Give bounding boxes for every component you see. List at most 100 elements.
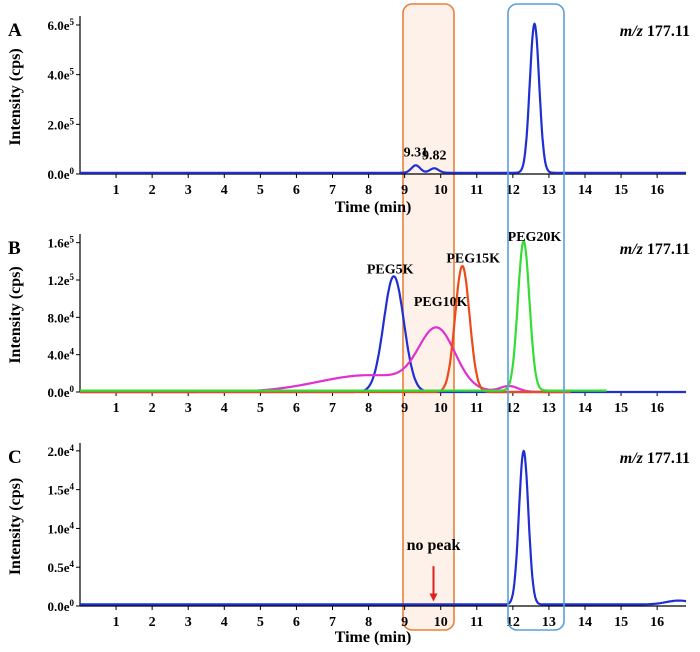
y-axis-label: Intensity (cps) [7,478,24,575]
annotation-label: no peak [407,537,461,554]
x-tick-label: 1 [113,183,120,198]
y-tick-label: 2.0e5 [47,116,74,132]
highlight-box-blue [507,3,565,631]
x-axis-label: Time (min) [335,629,412,646]
mz-label-italic: m/z [620,450,647,467]
x-tick-label: 6 [293,401,300,416]
y-tick-exponent: 4 [70,443,75,453]
x-tick-label: 3 [185,615,192,630]
y-tick-label: 2.0e4 [47,443,74,459]
x-tick-label: 5 [257,183,264,198]
series-line-peg15k [79,264,571,394]
x-tick-label: 9 [401,615,408,630]
x-tick-label: 9 [401,183,408,198]
y-tick-label: 0.0e0 [47,166,74,182]
y-tick-label: 1.6e5 [47,235,74,251]
y-tick-label: 8.0e4 [47,309,74,325]
mz-label-italic: m/z [620,241,647,258]
y-tick-label: 0.0e0 [47,384,74,400]
mz-label: m/z 177.11 [620,241,690,258]
y-tick-mantissa: 6.0e [47,18,69,33]
x-tick-label: 8 [365,615,372,630]
series-label: PEG15K [446,251,500,266]
mz-label: m/z 177.11 [620,450,690,467]
y-tick-mantissa: 8.0e [47,310,69,325]
y-tick-label: 1.2e5 [47,272,74,288]
x-tick-label: 10 [434,183,448,198]
x-tick-label: 16 [650,401,664,416]
x-tick-label: 6 [293,183,300,198]
x-axis-label: Time (min) [335,199,412,216]
y-tick-label: 1.5e4 [47,482,74,498]
y-tick-exponent: 0 [70,598,75,608]
x-tick-label: 4 [221,401,228,416]
series-line-peg20k [79,240,608,392]
x-tick-label: 11 [470,183,483,198]
x-tick-label: 10 [434,615,448,630]
y-tick-exponent: 4 [70,347,75,357]
x-tick-label: 12 [506,401,520,416]
y-tick-mantissa: 1.6e [47,236,69,251]
x-tick-label: 7 [329,183,336,198]
x-tick-label: 1 [113,401,120,416]
mz-label-italic: m/z [620,23,647,40]
series-line-sample [79,22,687,174]
x-tick-label: 15 [614,183,628,198]
y-tick-label: 0.0e0 [47,598,74,614]
series-line-sample [79,449,687,606]
x-tick-label: 12 [506,183,520,198]
x-tick-label: 16 [650,183,664,198]
y-tick-exponent: 4 [70,482,75,492]
y-tick-label: 4.0e5 [47,67,74,83]
x-tick-label: 4 [221,183,228,198]
y-tick-mantissa: 1.2e [47,273,69,288]
y-tick-mantissa: 0.0e [47,385,69,400]
y-axis-label: Intensity (cps) [7,266,24,363]
series-line-peg10k [79,326,571,394]
x-tick-label: 2 [149,183,156,198]
y-tick-mantissa: 1.0e [47,521,69,536]
y-tick-exponent: 4 [70,520,75,530]
peak-annotation: 9.31 [404,146,429,161]
panel-letter: A [8,20,22,41]
x-tick-label: 14 [578,615,592,630]
x-tick-label: 2 [149,615,156,630]
peak-annotation: 9.82 [422,149,447,164]
x-tick-label: 5 [257,615,264,630]
x-tick-label: 11 [470,401,483,416]
x-tick-label: 14 [578,401,592,416]
x-tick-label: 8 [365,401,372,416]
y-tick-label: 0.5e4 [47,559,74,575]
y-tick-exponent: 4 [70,309,75,319]
y-tick-exponent: 5 [70,272,75,282]
x-tick-label: 13 [542,615,556,630]
x-tick-label: 2 [149,401,156,416]
x-tick-label: 3 [185,183,192,198]
series-label: PEG5K [367,262,414,277]
x-tick-label: 7 [329,401,336,416]
x-tick-label: 7 [329,615,336,630]
mz-label-value: 177.11 [647,241,690,258]
y-tick-exponent: 4 [70,559,75,569]
x-tick-label: 15 [614,615,628,630]
y-tick-exponent: 5 [70,67,75,77]
y-tick-mantissa: 1.5e [47,483,69,498]
x-tick-label: 9 [401,401,408,416]
x-tick-label: 13 [542,401,556,416]
y-tick-exponent: 0 [70,384,75,394]
panel-letter: B [8,238,21,259]
x-tick-label: 14 [578,183,592,198]
y-tick-label: 1.0e4 [47,520,74,536]
y-tick-exponent: 5 [70,235,75,245]
x-tick-label: 16 [650,615,664,630]
y-tick-mantissa: 4.0e [47,348,69,363]
y-tick-label: 4.0e4 [47,347,74,363]
x-tick-label: 3 [185,401,192,416]
y-tick-label: 6.0e5 [47,17,74,33]
mz-label-value: 177.11 [647,450,690,467]
y-tick-exponent: 5 [70,17,75,27]
